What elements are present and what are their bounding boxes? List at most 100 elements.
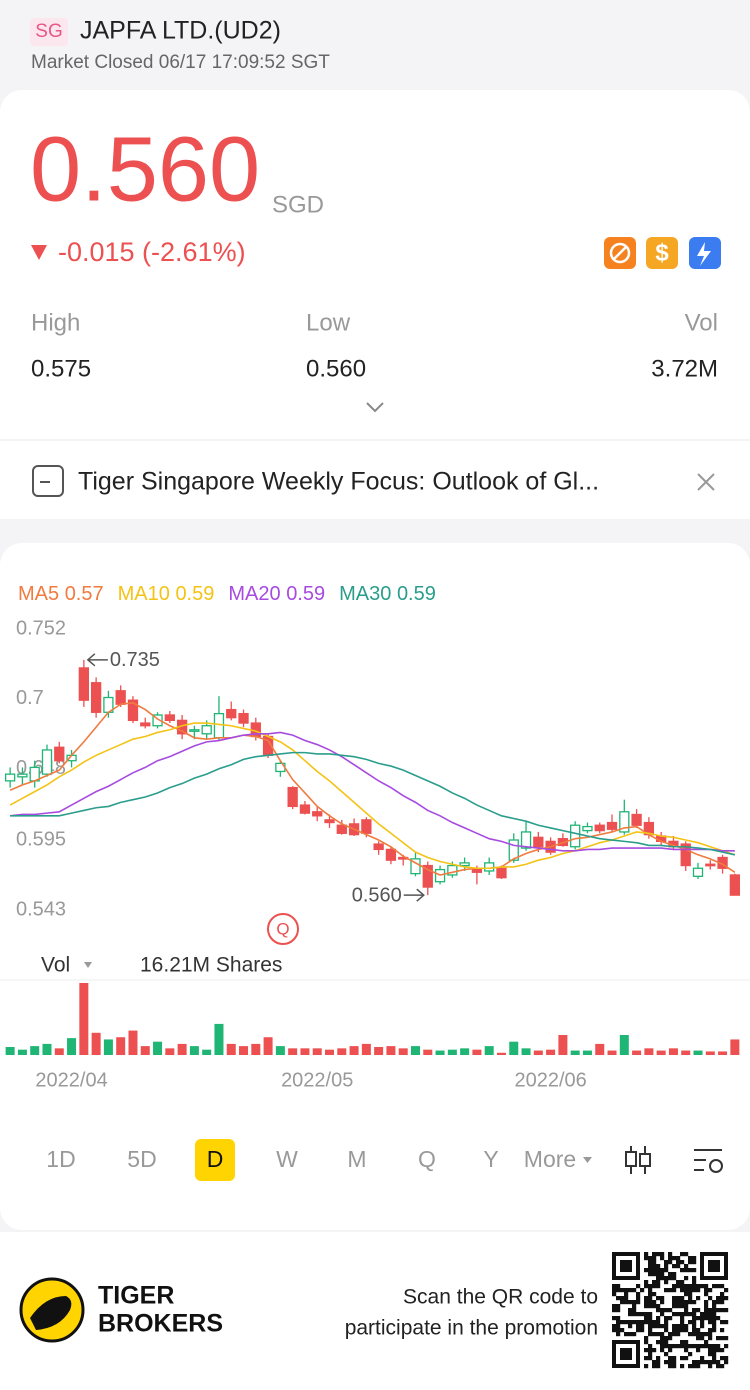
volume-label[interactable]: Vol (41, 954, 70, 977)
qr-module (616, 1304, 621, 1309)
icon-dividend[interactable] (646, 237, 678, 269)
qr-module (648, 1312, 653, 1317)
expand-chevron[interactable] (366, 402, 384, 413)
qr-module (644, 1348, 649, 1353)
qr-module (616, 1308, 621, 1313)
qr-module (652, 1292, 657, 1297)
candle-body (594, 824, 605, 832)
qr-module (648, 1300, 653, 1305)
period-tab[interactable]: M (347, 1146, 366, 1172)
qr-module (668, 1364, 673, 1369)
chart-settings[interactable] (694, 1149, 723, 1173)
qr-module (648, 1348, 653, 1353)
qr-module (648, 1272, 653, 1277)
volume-bar (239, 1046, 249, 1055)
qr-module (664, 1276, 669, 1281)
close-news[interactable] (697, 473, 715, 491)
qr-module (692, 1328, 697, 1333)
qr-module (632, 1312, 637, 1317)
qr-module (704, 1332, 709, 1337)
qr-module (708, 1296, 713, 1301)
qr-module (644, 1364, 649, 1369)
candle-body (533, 836, 544, 848)
qr-module (708, 1320, 713, 1325)
period-tab[interactable]: W (276, 1146, 298, 1172)
qr-module (672, 1312, 677, 1317)
qr-module (612, 1328, 617, 1333)
qr-module (696, 1336, 701, 1341)
qr-module (688, 1256, 693, 1261)
event-marker[interactable] (267, 913, 299, 945)
candle-body (496, 867, 507, 879)
qr-module (652, 1348, 657, 1353)
candle-toggle[interactable] (625, 1146, 651, 1174)
news-headline[interactable]: Tiger Singapore Weekly Focus: Outlook of… (78, 468, 599, 496)
volume-bar (472, 1049, 482, 1055)
qr-module (632, 1300, 637, 1305)
volume-bar (496, 1052, 506, 1055)
qr-module (720, 1364, 725, 1369)
volume-bar (386, 1046, 396, 1055)
qr-module (700, 1360, 705, 1365)
qr-module (712, 1356, 717, 1361)
qr-module (668, 1316, 673, 1321)
promo-text: Scan the QR code to (403, 1286, 598, 1309)
qr-module (624, 1320, 629, 1325)
qr-module (644, 1316, 649, 1321)
qr-module (724, 1356, 729, 1361)
period-tab[interactable]: 1D (46, 1146, 75, 1172)
currency: SGD (272, 191, 324, 218)
candle-body (54, 746, 65, 762)
qr-module (672, 1284, 677, 1289)
qr-module (660, 1272, 665, 1277)
quote-card (0, 90, 750, 530)
volume-bar (546, 1049, 556, 1055)
volume-summary: 16.21M Shares (140, 954, 282, 977)
qr-module (668, 1308, 673, 1313)
qr-module (660, 1340, 665, 1345)
qr-module (688, 1268, 693, 1273)
qr-module (712, 1316, 717, 1321)
qr-module (676, 1304, 681, 1309)
high-label: 0.735 (110, 649, 160, 671)
period-tab[interactable]: Q (418, 1146, 436, 1172)
qr-module (716, 1316, 721, 1321)
price-change: -0.015 (-2.61%) (58, 237, 246, 267)
period-tab[interactable]: D (207, 1146, 224, 1172)
qr-module (676, 1312, 681, 1317)
qr-module (656, 1316, 661, 1321)
qr-module (656, 1308, 661, 1313)
qr-module (696, 1296, 701, 1301)
period-tab[interactable]: 5D (127, 1146, 156, 1172)
qr-module (672, 1256, 677, 1261)
qr-module (644, 1356, 649, 1361)
qr-module (648, 1264, 653, 1269)
volume-bar (570, 1050, 580, 1055)
qr-module (636, 1296, 641, 1301)
qr-module (700, 1324, 705, 1329)
volume-bar (263, 1037, 273, 1055)
qr-module (708, 1336, 713, 1341)
qr-module (664, 1264, 669, 1269)
period-tab[interactable]: Y (483, 1146, 498, 1172)
qr-module (652, 1280, 657, 1285)
qr-module (620, 1296, 625, 1301)
volume-bar (656, 1050, 666, 1055)
brand: TIGER (98, 1282, 174, 1310)
qr-module (688, 1300, 693, 1305)
qr-module (680, 1312, 685, 1317)
candle-body (422, 864, 433, 888)
qr-module (672, 1364, 677, 1369)
gap (0, 521, 750, 543)
qr-module (648, 1356, 653, 1361)
qr-module (684, 1312, 689, 1317)
qr-module (652, 1256, 657, 1261)
candle-body (287, 786, 298, 808)
icon-glyph (609, 242, 631, 264)
qr-module (684, 1344, 689, 1349)
legend: MA5 0.57 MA10 0.59 MA20 0.59 MA30 0.59 (18, 583, 436, 605)
qr-module (708, 1312, 713, 1317)
qr-module (640, 1312, 645, 1317)
qr-module (656, 1284, 661, 1289)
period-tab[interactable]: More (524, 1146, 576, 1172)
